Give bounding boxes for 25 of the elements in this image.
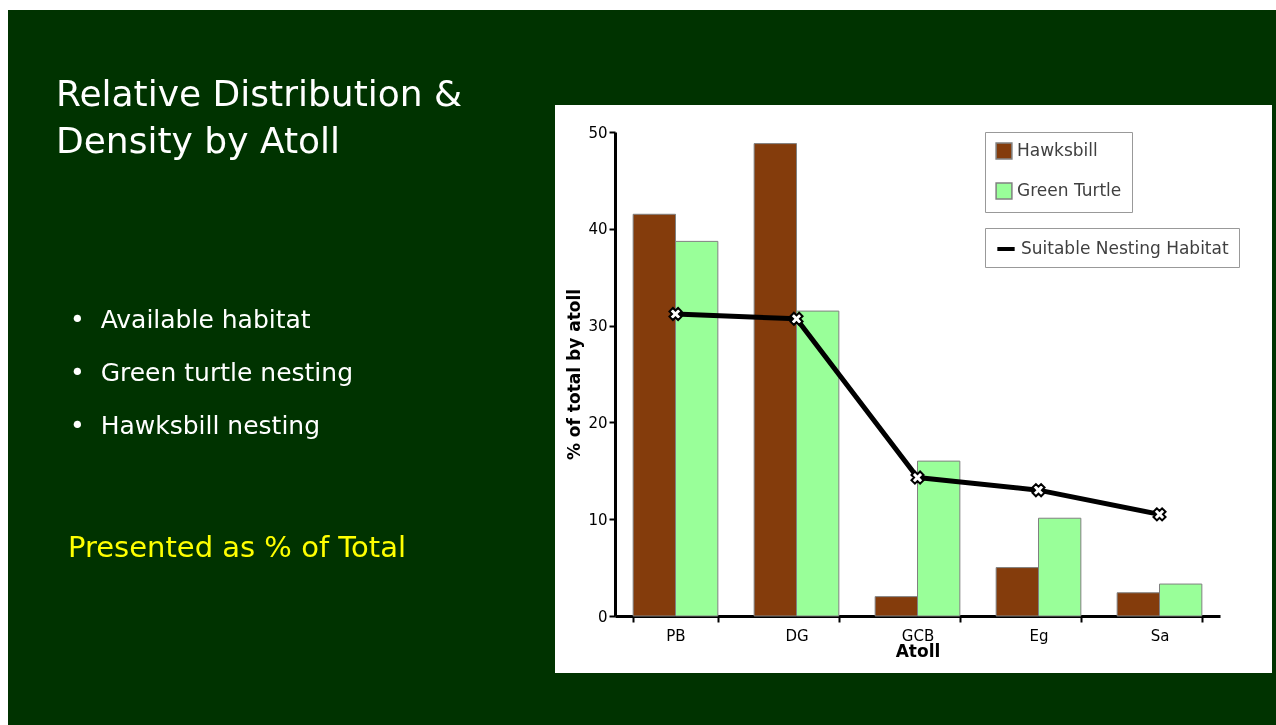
x-tick-label: Sa xyxy=(1150,626,1170,645)
text: Relative Distribution & Density by Atoll xyxy=(56,72,464,163)
point xyxy=(1031,483,1046,498)
x-tick-label: DG xyxy=(785,626,809,645)
y-tick-label: 30 xyxy=(588,317,608,336)
y-tick-label: 20 xyxy=(588,413,608,432)
legend-label: Green Turtle xyxy=(1017,180,1122,200)
x-axis-title: Atoll xyxy=(895,640,941,661)
legend-label: Suitable Nesting Habitat xyxy=(1021,238,1229,258)
y-tick-label: 0 xyxy=(597,607,608,626)
x-tick-label: Eg xyxy=(1029,626,1049,645)
text: • Hawksbill nesting xyxy=(70,411,322,440)
text: • Green turtle nesting xyxy=(70,358,354,387)
point xyxy=(789,311,804,326)
point xyxy=(668,306,683,322)
point xyxy=(1152,507,1167,522)
x-tick-label: PB xyxy=(666,626,686,645)
y-tick-label: 10 xyxy=(588,510,608,529)
legend-label: Hawksbill xyxy=(1017,140,1098,160)
y-axis-title: % of total by atoll xyxy=(564,288,585,461)
text: Presented as % of Total xyxy=(68,530,407,564)
y-tick-label: 50 xyxy=(588,123,608,142)
point xyxy=(910,470,925,485)
text: • Available habitat xyxy=(70,305,312,334)
y-tick-label: 40 xyxy=(588,220,608,239)
